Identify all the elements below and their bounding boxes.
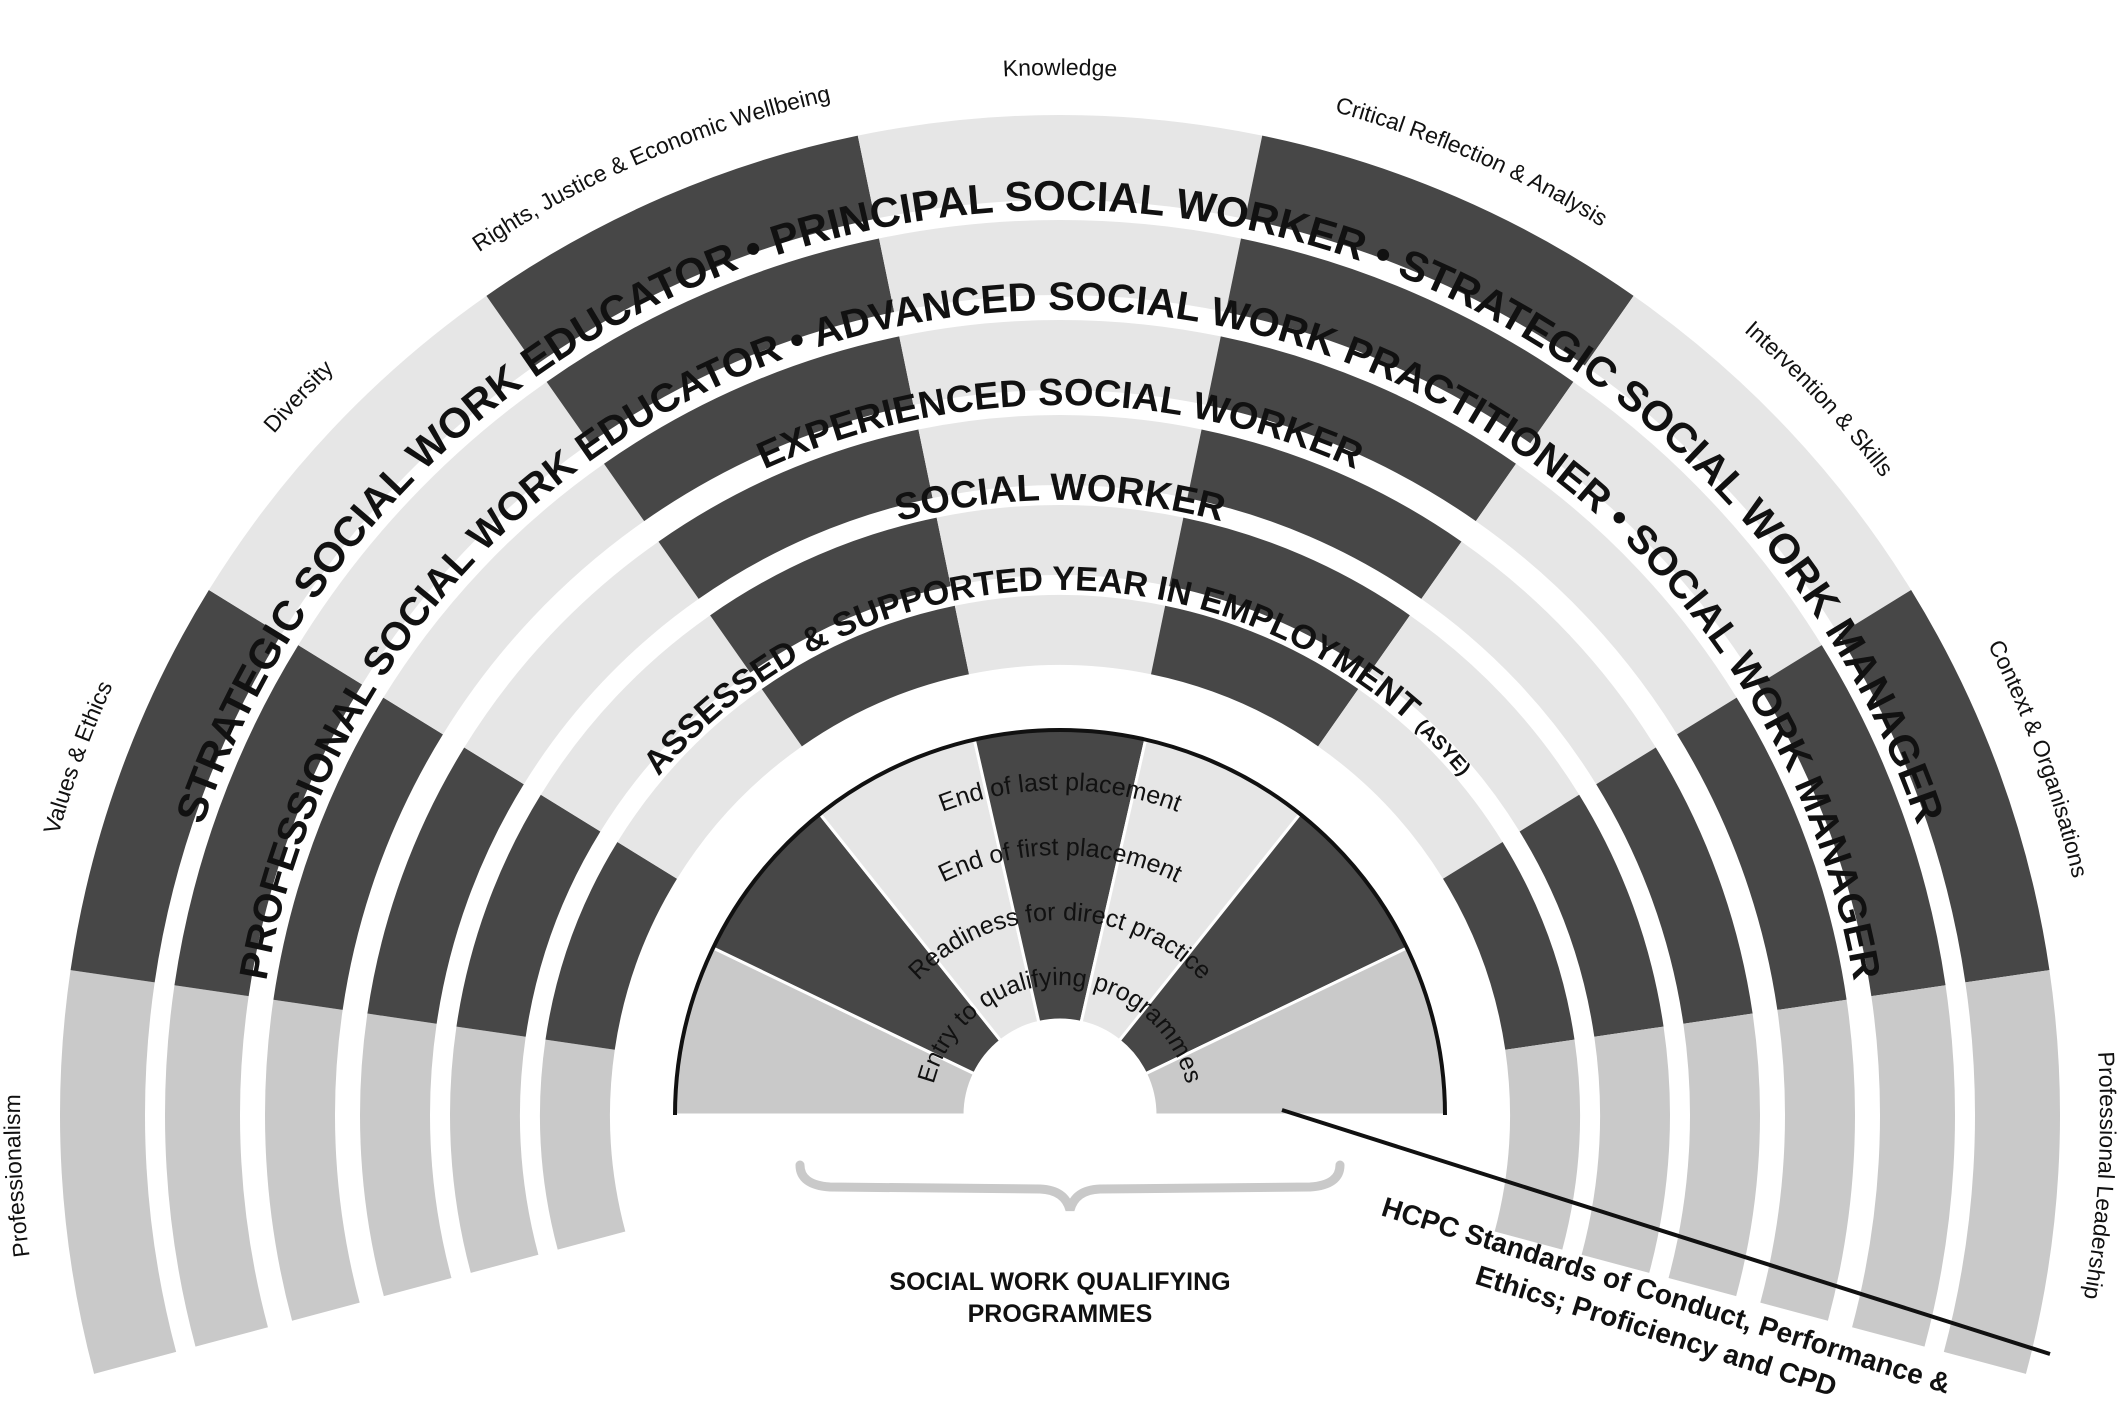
segment-ring2-diversity	[540, 615, 751, 832]
segment-ring1-values-ethics	[545, 842, 677, 1050]
qualifying-fan	[673, 728, 1447, 1117]
segment-ring6-professional-leadership	[1943, 970, 2061, 1374]
segment-ring1-context-organisations	[1443, 842, 1575, 1050]
segment-ring5-professional-leadership	[1852, 985, 1955, 1347]
segment-ring1-professional-leadership	[1494, 1039, 1581, 1250]
segment-ring6-values-ethics	[70, 590, 282, 983]
qualifying-brace	[795, 1160, 1345, 1212]
segment-ring2-rights-justice-economic-wellbeing	[710, 517, 951, 673]
svg-text:PROGRAMMES: PROGRAMMES	[968, 1300, 1153, 1328]
segment-ring1-diversity	[617, 689, 802, 879]
segment-ring3-professional-leadership	[1668, 1013, 1760, 1297]
segment-ring1-knowledge	[954, 595, 1166, 675]
segment-ring6-critical-reflection-analysis	[1245, 135, 1634, 366]
segment-ring3-context-organisations	[1596, 747, 1753, 1024]
segment-ring4-rights-justice-economic-wellbeing	[604, 336, 914, 522]
segment-ring6-context-organisations	[1838, 590, 2050, 983]
domain-label: Professional Leadership	[2079, 1051, 2118, 1302]
segment-ring2-critical-reflection-analysis	[1169, 517, 1410, 673]
domain-label: Professionalism	[0, 1094, 35, 1259]
segment-ring1-critical-reflection-analysis	[1150, 605, 1359, 747]
segment-ring2-context-organisations	[1519, 794, 1664, 1037]
segment-ring5-context-organisations	[1757, 645, 1946, 997]
svg-text:SOCIAL WORK QUALIFYING: SOCIAL WORK QUALIFYING	[889, 1268, 1230, 1296]
segment-ring4-context-organisations	[1677, 697, 1847, 1010]
segment-ring4-professional-leadership	[1760, 999, 1855, 1321]
segment-ring3-knowledge	[918, 415, 1202, 499]
segment-ring4-diversity	[383, 463, 645, 735]
segment-ring6-diversity	[208, 295, 536, 635]
segment-ring3-intervention-skills	[1421, 541, 1656, 785]
segment-ring1-professionalism	[539, 1039, 626, 1250]
segment-ring5-knowledge	[879, 220, 1241, 312]
segment-ring5-critical-reflection-analysis	[1225, 238, 1574, 444]
segment-ring3-rights-justice-economic-wellbeing	[658, 429, 933, 599]
segment-ring6-intervention-skills	[1584, 295, 1912, 635]
segment-ring4-values-ethics	[273, 697, 443, 1010]
domain-label: Diversity	[258, 355, 338, 438]
segment-ring2-values-ethics	[456, 794, 601, 1037]
segment-ring4-professionalism	[264, 999, 360, 1321]
segment-ring1-intervention-skills	[1318, 689, 1503, 879]
domain-label: Values & Ethics	[38, 677, 117, 837]
segment-ring5-values-ethics	[174, 645, 363, 997]
segment-ring3-values-ethics	[367, 747, 524, 1024]
segment-ring3-critical-reflection-analysis	[1187, 429, 1462, 599]
segment-ring2-intervention-skills	[1369, 615, 1580, 832]
segment-ring4-knowledge	[899, 319, 1221, 405]
hcpc-pointer-line	[1281, 1108, 2051, 1356]
segment-ring2-professionalism	[449, 1026, 539, 1273]
qualifying-caption-line2: PROGRAMMES	[968, 1300, 1153, 1328]
fan-segments	[59, 115, 2061, 1374]
domain-label: Knowledge	[1002, 54, 1118, 82]
qualifying-outline	[673, 728, 1447, 1116]
segment-ring2-professional-leadership	[1581, 1026, 1671, 1273]
segment-ring6-knowledge	[857, 115, 1263, 219]
segment-ring2-knowledge	[936, 505, 1184, 587]
segment-ring1-rights-justice-economic-wellbeing	[761, 605, 970, 747]
segment-ring5-intervention-skills	[1530, 381, 1822, 685]
qualifying-caption-line1: SOCIAL WORK QUALIFYING	[889, 1268, 1230, 1296]
segment-ring3-diversity	[464, 541, 699, 785]
segment-ring6-professionalism	[59, 970, 177, 1374]
segment-ring4-intervention-skills	[1475, 463, 1737, 735]
segment-ring5-professionalism	[165, 985, 268, 1347]
segment-ring5-diversity	[298, 381, 590, 685]
segment-ring6-rights-justice-economic-wellbeing	[486, 135, 875, 366]
segment-ring5-rights-justice-economic-wellbeing	[546, 238, 895, 444]
segment-ring3-professionalism	[359, 1013, 452, 1297]
segment-ring4-critical-reflection-analysis	[1206, 336, 1516, 522]
